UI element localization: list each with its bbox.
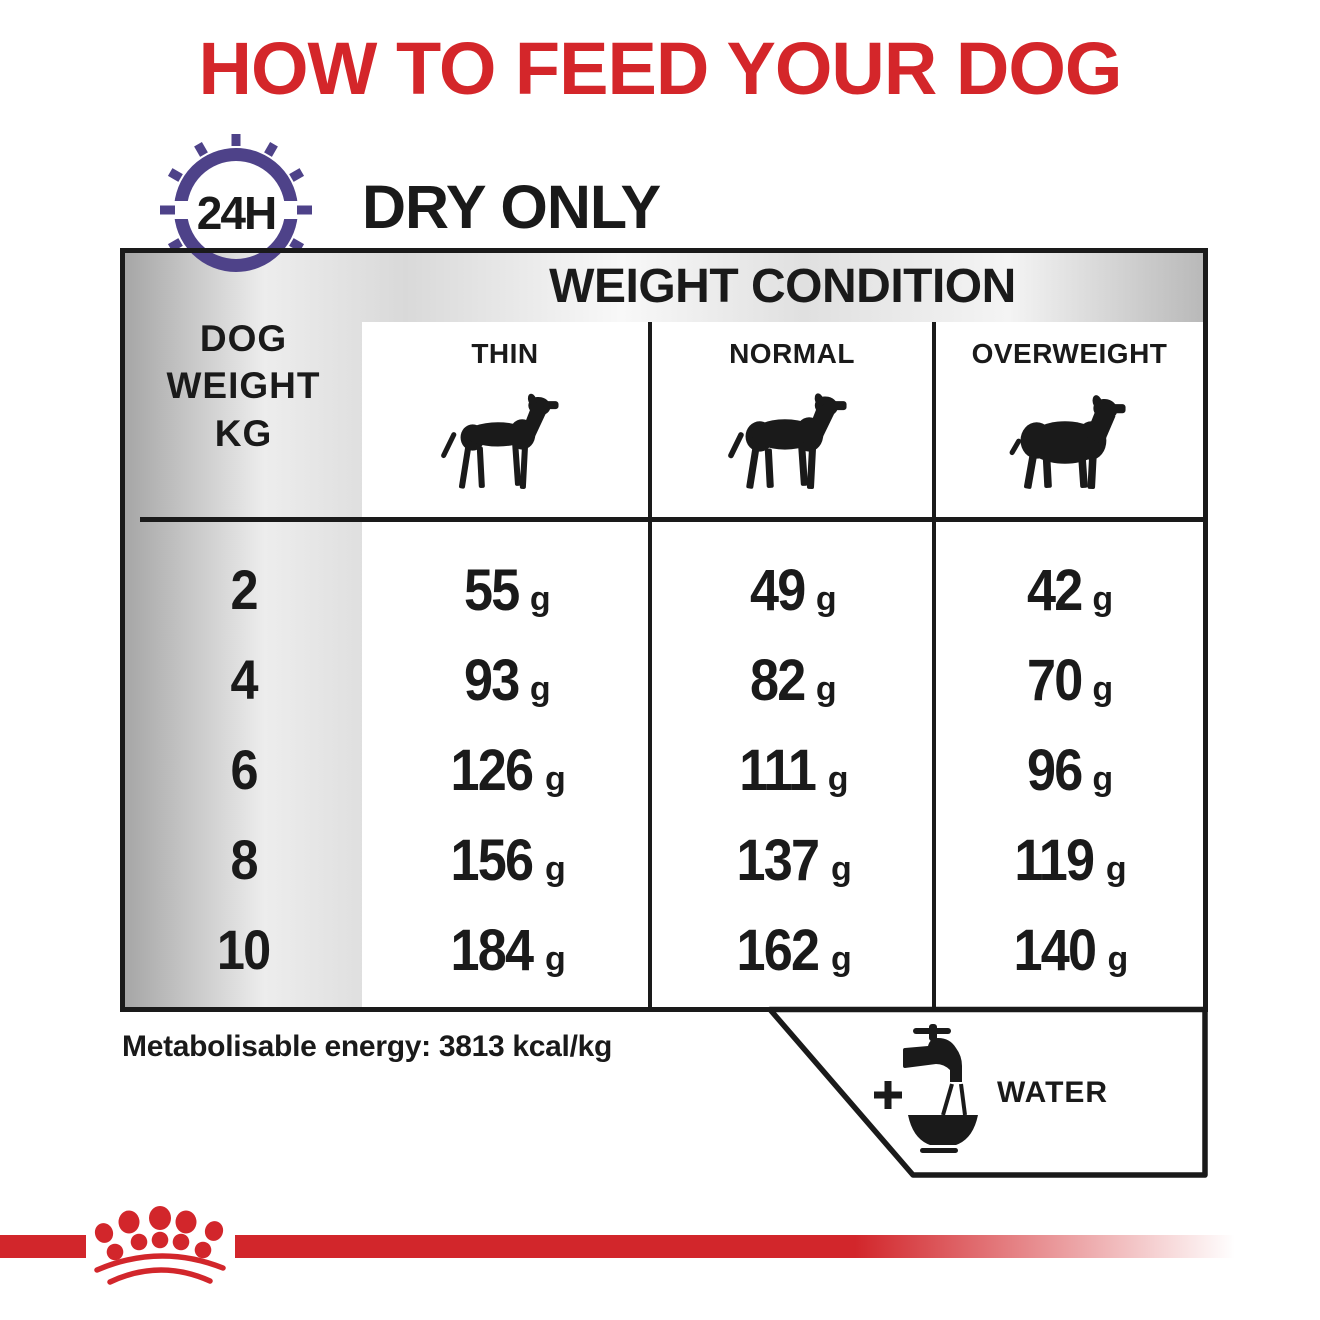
brand-band-left <box>0 1235 86 1258</box>
table-cell-overweight: 140 g <box>1013 918 1129 983</box>
unit-grams: g <box>1107 940 1129 978</box>
metabolisable-energy-note: Metabolisable energy: 3813 kcal/kg <box>122 1030 613 1063</box>
unit-grams: g <box>1105 850 1127 888</box>
table-cell-normal: 82 g <box>750 648 837 713</box>
water-label: WATER <box>997 1076 1109 1109</box>
column-label-thin: THIN <box>471 338 539 369</box>
table-row-weight: 4 <box>230 648 258 711</box>
normal-dog-icon <box>728 393 847 490</box>
table-cell-overweight: 70 g <box>1026 648 1114 713</box>
table-cell-thin: 55 g <box>464 558 551 623</box>
table-cell-thin: 126 g <box>450 738 566 803</box>
column-normal: NORMAL <box>648 322 932 1007</box>
water-badge-outline <box>767 1006 1208 1178</box>
table-cell-thin: 93 g <box>464 648 551 713</box>
table-row-weight: 2 <box>230 558 258 621</box>
table-cell-overweight: 96 g <box>1026 738 1114 803</box>
table-cell-normal: 137 g <box>736 828 852 893</box>
column-label-overweight: OVERWEIGHT <box>971 338 1168 369</box>
row-header-line: WEIGHT <box>166 365 321 407</box>
clock-24h-label: 24H <box>196 187 277 239</box>
row-header-line: DOG <box>199 318 288 359</box>
table-row-weight: 6 <box>230 738 258 801</box>
table-cell-normal: 111 g <box>739 738 849 803</box>
table-cell-overweight: 42 g <box>1026 558 1114 623</box>
unit-grams: g <box>831 850 852 888</box>
row-header-line: KG <box>214 412 273 454</box>
clock-24h-icon: 24H <box>151 125 321 295</box>
unit-grams: g <box>815 670 837 708</box>
table-cell-normal: 162 g <box>736 918 852 983</box>
plus-icon <box>874 1081 902 1109</box>
water-tap-icon <box>903 1024 978 1153</box>
unit-grams: g <box>1092 760 1114 798</box>
table-cell-normal: 49 g <box>750 558 837 623</box>
row-header-dog-weight: DOG WEIGHT KG <box>125 315 362 457</box>
unit-grams: g <box>1092 670 1114 708</box>
thin-dog-icon <box>441 393 559 489</box>
weight-condition-columns: THIN <box>362 322 1203 1007</box>
feeding-rows: 2 55 g 49 g 42 g 4 93 g 82 g 70 g 6 126 g 111 g … <box>125 541 1203 991</box>
table-header: WEIGHT CONDITION <box>549 260 1016 313</box>
unit-grams: g <box>545 940 566 978</box>
header-divider-rule <box>140 517 1203 522</box>
brand-band-right <box>235 1235 1235 1258</box>
table-cell-thin: 156 g <box>450 828 566 893</box>
feeding-table: WEIGHT CONDITION THIN <box>120 248 1208 1012</box>
overweight-dog-icon <box>1009 395 1126 490</box>
unit-grams: g <box>827 760 849 798</box>
unit-grams: g <box>545 760 566 798</box>
clock-24h-icon-graphic <box>151 134 321 272</box>
add-water-badge: WATER <box>755 1004 1210 1189</box>
table-row-weight: 10 <box>217 918 271 981</box>
table-row-weight: 8 <box>230 828 258 891</box>
column-label-normal: NORMAL <box>729 338 855 369</box>
table-cell-thin: 184 g <box>450 918 566 983</box>
feeding-mode-heading: DRY ONLY <box>362 173 661 241</box>
unit-grams: g <box>831 940 852 978</box>
unit-grams: g <box>529 580 551 618</box>
column-overweight: OVERWEIGHT <box>932 322 1203 1007</box>
column-thin: THIN <box>362 322 648 1007</box>
unit-grams: g <box>1092 580 1114 618</box>
table-cell-overweight: 119 g <box>1014 828 1127 893</box>
unit-grams: g <box>529 670 551 708</box>
unit-grams: g <box>545 850 566 888</box>
unit-grams: g <box>815 580 837 618</box>
page-title: HOW TO FEED YOUR DOG <box>198 27 1123 110</box>
crown-logo <box>94 1206 226 1285</box>
